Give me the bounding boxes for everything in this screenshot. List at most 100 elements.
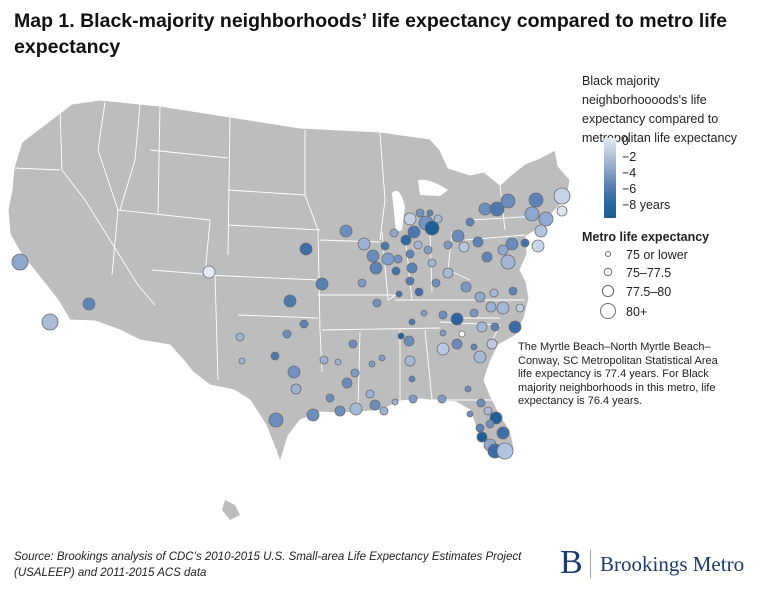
metro-circle: [496, 426, 510, 440]
metro-circle: [431, 278, 441, 288]
metro-circle: [405, 249, 415, 259]
metro-circle: [334, 358, 342, 366]
logo-text: Brookings Metro: [600, 552, 745, 576]
metro-circle: [475, 423, 485, 433]
metro-circle: [496, 301, 510, 315]
metro-circle: [357, 237, 371, 251]
metro-circle: [348, 339, 358, 349]
metro-circle: [423, 245, 433, 255]
metro-circle: [400, 234, 412, 246]
metro-circle: [403, 212, 417, 226]
size-label: 77.5–80: [626, 285, 672, 299]
metro-circle: [426, 209, 434, 217]
metro-circle: [436, 342, 450, 356]
metro-circle: [334, 405, 346, 417]
size-circle-small: [603, 267, 613, 277]
metro-circle: [556, 205, 568, 217]
color-tick: −8 years: [622, 198, 671, 212]
metro-circle: [489, 288, 499, 298]
metro-circle: [372, 298, 382, 308]
color-legend-title: Black majority neighborhoooods's life ex…: [582, 74, 737, 145]
metro-circle: [508, 286, 518, 296]
metro-circle: [290, 383, 302, 395]
metro-circle: [420, 309, 428, 317]
metro-circle: [369, 261, 383, 275]
metro-circle: [451, 338, 463, 350]
size-legend-title: Metro life expectancy: [582, 230, 710, 244]
logo-mark: B: [560, 544, 583, 581]
metro-circle: [414, 287, 424, 297]
metro-circle: [538, 211, 554, 227]
metro-circle: [299, 319, 309, 329]
metro-circle: [505, 237, 519, 251]
metro-circle: [379, 406, 389, 416]
metro-circle: [406, 262, 418, 274]
metro-circle: [478, 202, 492, 216]
metro-circle: [476, 398, 486, 408]
metro-circle: [306, 408, 320, 422]
source-note: Source: Brookings analysis of CDC’s 2010…: [14, 551, 522, 579]
hawaii: [222, 500, 240, 520]
metro-circle: [415, 208, 425, 218]
metro-circle: [473, 350, 487, 364]
metro-circle: [319, 355, 329, 365]
metro-circle: [469, 308, 479, 318]
metro-circle: [465, 217, 475, 227]
size-circle-large: [600, 303, 616, 319]
metro-circle: [339, 224, 353, 238]
map-title: Map 1. Black-majority neighborhoods’ lif…: [14, 10, 728, 58]
metro-circle: [553, 187, 571, 205]
metro-circle: [380, 241, 390, 251]
metro-circle: [368, 360, 376, 368]
metro-circle: [485, 419, 495, 429]
metro-circle: [282, 329, 292, 339]
size-label: 80+: [626, 305, 648, 319]
metro-circle: [389, 228, 399, 238]
metro-circle: [489, 201, 505, 217]
metro-circle: [515, 303, 525, 313]
metro-circle: [369, 399, 381, 411]
metro-circle: [450, 312, 464, 326]
logo-divider: [590, 550, 591, 578]
metro-circle: [427, 258, 437, 268]
metro-circle: [520, 238, 530, 248]
metro-circle: [11, 253, 29, 271]
metro-circle: [408, 394, 418, 404]
metro-circle: [433, 214, 443, 224]
color-tick: −2: [622, 150, 637, 164]
size-label: 75–77.5: [626, 266, 672, 280]
metro-circle: [476, 431, 488, 443]
metro-circle: [424, 220, 440, 236]
metro-circle: [325, 393, 335, 403]
metro-circle: [357, 278, 367, 288]
metro-circle: [381, 252, 395, 266]
metro-circle: [490, 322, 500, 332]
metro-circle: [464, 385, 472, 393]
metro-circle: [341, 377, 353, 389]
size-label: 75 or lower: [626, 248, 688, 262]
brookings-logo[interactable]: B Brookings Metro: [560, 544, 760, 582]
metro-circle: [470, 343, 478, 351]
metro-circle: [524, 206, 540, 222]
size-legend-circles: [600, 251, 616, 319]
metro-circle: [405, 276, 415, 286]
metro-circle: [500, 254, 516, 270]
myrtle-beach-annotation: The Myrtle Beach–North Myrtle Beach–Conw…: [518, 341, 718, 408]
metro-circle: [365, 389, 375, 399]
color-tick: −6: [622, 182, 637, 196]
metro-circle: [500, 193, 516, 209]
metro-circle: [41, 313, 59, 331]
metro-circle: [397, 332, 405, 340]
metro-circle: [531, 239, 545, 253]
metro-circle: [408, 375, 416, 383]
metro-circle: [413, 240, 423, 250]
metro-circle: [474, 291, 486, 303]
metro-circle: [287, 365, 301, 379]
metro-circle: [82, 297, 96, 311]
great-lakes: [392, 179, 448, 232]
metro-circle: [315, 277, 329, 291]
metro-circle: [466, 410, 474, 418]
metro-circle: [404, 355, 416, 367]
metro-circle: [378, 354, 386, 362]
